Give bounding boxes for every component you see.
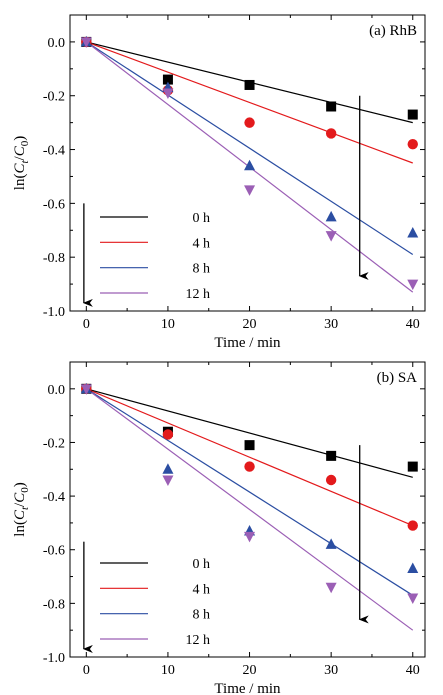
y-axis-label-part: 0 — [19, 140, 31, 146]
x-axis-label: Time / min — [214, 681, 281, 695]
plot-frame — [69, 361, 426, 658]
data-point-circle — [162, 429, 174, 440]
data-point-square — [407, 109, 418, 120]
data-point-circle — [407, 520, 418, 531]
y-tick-label: -0.6 — [43, 197, 65, 212]
panel-label: (a) RhB — [369, 23, 417, 39]
data-point-triangle-down — [162, 475, 174, 486]
y-axis-label-part: / — [12, 155, 28, 160]
data-point-triangle-down — [325, 231, 337, 242]
x-tick-label: 0 — [83, 663, 90, 678]
data-point-square — [244, 440, 255, 451]
fit-line — [86, 388, 413, 527]
y-axis-label: ln(Ct/C0) — [12, 136, 31, 190]
data-point-circle — [244, 117, 255, 128]
x-tick-label: 20 — [243, 317, 257, 332]
data-point-circle — [407, 138, 418, 150]
y-axis-label-part: C — [12, 145, 28, 156]
x-tick-label: 10 — [161, 663, 175, 678]
legend-label: 12 h — [186, 633, 211, 648]
x-tick-label: 30 — [324, 663, 338, 678]
legend-label: 4 h — [193, 236, 211, 251]
data-point-triangle-down — [244, 531, 256, 543]
legend-label: 4 h — [193, 582, 211, 597]
data-point-triangle-down — [80, 37, 92, 48]
fit-line — [86, 388, 413, 478]
x-tick-label: 40 — [406, 663, 420, 678]
data-point-triangle-down — [407, 279, 419, 291]
y-axis-label-part: ln( — [12, 174, 28, 191]
y-tick-label: -0.8 — [43, 597, 65, 612]
y-axis-label-part: 0 — [19, 487, 31, 493]
legend-label: 8 h — [193, 608, 211, 623]
legend-label: 8 h — [193, 262, 211, 277]
plot-frame — [69, 14, 426, 312]
y-axis-label-part: C — [12, 492, 28, 503]
x-axis-label: Time / min — [214, 335, 281, 351]
data-point-circle — [325, 474, 337, 486]
data-point-triangle-up — [325, 538, 337, 549]
y-axis-label-part: t — [19, 160, 31, 164]
x-tick-label: 30 — [324, 317, 338, 332]
legend-label: 0 h — [193, 557, 211, 572]
y-axis-label-part: C — [12, 509, 28, 520]
x-tick-label: 10 — [161, 317, 175, 332]
panel-label: (b) SA — [377, 370, 418, 386]
data-point-triangle-down — [325, 582, 337, 594]
y-axis-label: ln(Ct/C0) — [12, 482, 31, 536]
data-point-triangle-down — [244, 185, 256, 196]
data-point-square — [326, 101, 337, 112]
legend-label: 12 h — [186, 287, 211, 302]
y-tick-label: -0.2 — [43, 90, 65, 105]
x-tick-label: 40 — [406, 317, 420, 332]
y-tick-label: -0.6 — [43, 544, 65, 559]
data-point-circle — [325, 128, 337, 139]
data-point-triangle-up — [162, 463, 174, 474]
y-tick-label: 0.0 — [48, 383, 66, 398]
y-axis-label-part: ) — [12, 482, 28, 487]
data-point-triangle-up — [244, 159, 256, 171]
data-point-triangle-up — [325, 210, 337, 222]
y-axis-label-part: C — [12, 163, 28, 174]
data-point-circle — [244, 461, 255, 472]
fit-line — [85, 388, 414, 631]
data-point-triangle-down — [407, 593, 419, 604]
data-point-square — [407, 461, 418, 472]
data-point-square — [326, 450, 337, 461]
y-tick-label: 0.0 — [48, 36, 66, 51]
data-point-square — [162, 74, 173, 85]
y-axis-label-part: ) — [12, 136, 28, 141]
x-tick-label: 0 — [83, 317, 90, 332]
fit-line — [86, 388, 414, 596]
data-point-triangle-up — [407, 562, 419, 573]
y-tick-label: -0.8 — [43, 251, 65, 266]
y-tick-label: -0.4 — [43, 490, 65, 505]
y-axis-label-part: ln( — [12, 520, 28, 537]
y-tick-label: -0.4 — [43, 144, 65, 159]
fit-line — [85, 41, 414, 255]
y-tick-label: -0.2 — [43, 436, 65, 451]
data-point-triangle-down — [162, 88, 174, 100]
y-tick-label: -1.0 — [43, 651, 65, 666]
chart-panel-a: 0 10 20 30 40 0.0 -0.2 -0.4 -0.6 -0.8 -1.0 Time / m… — [12, 14, 426, 351]
x-tick-label: 20 — [243, 663, 257, 678]
data-point-triangle-down — [80, 384, 92, 395]
data-point-square — [244, 79, 255, 90]
chart-panel-b: 0 10 20 30 40 0.0 -0.2 -0.4 -0.6 -0.8 -1.0 Time / m… — [12, 361, 426, 695]
y-tick-label: -1.0 — [43, 305, 65, 320]
y-axis-label-part: t — [19, 506, 31, 510]
legend-label: 0 h — [193, 211, 211, 226]
data-point-triangle-up — [407, 226, 419, 238]
fit-line — [86, 41, 413, 164]
y-axis-label-part: / — [12, 502, 28, 507]
